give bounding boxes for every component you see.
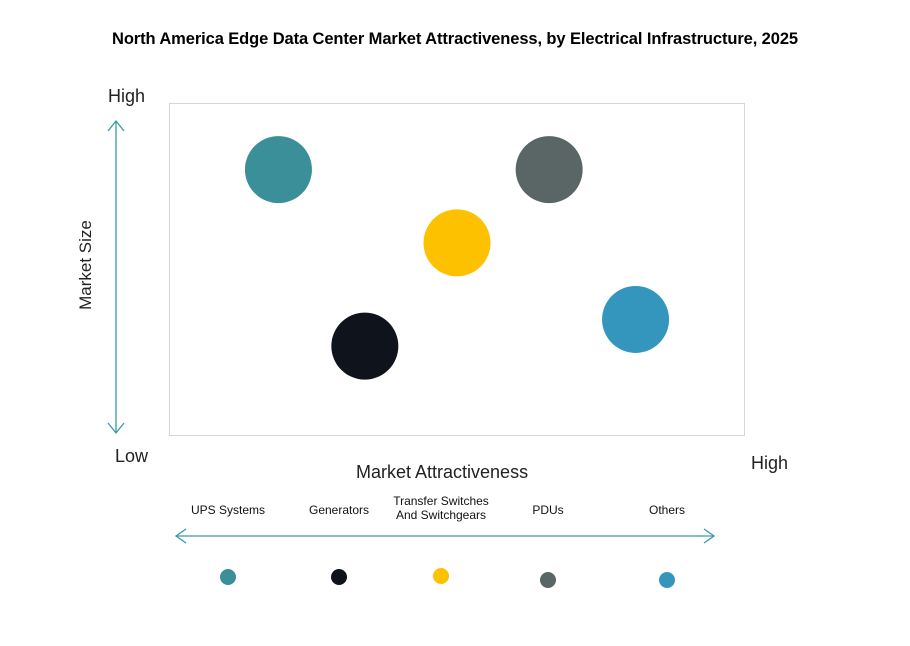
x-axis-label: Market Attractiveness (356, 462, 529, 482)
legend-arrow-left-head (174, 528, 187, 544)
legend-marker-4 (659, 572, 675, 588)
bubble-1 (331, 312, 399, 380)
legend-label-line: And Switchgears (395, 508, 487, 522)
y-axis-arrow-down-head (107, 422, 125, 435)
legend-label-line: Transfer Switches (393, 494, 489, 508)
legend-label-line: PDUs (532, 503, 564, 517)
legend-arrow-right-head (703, 528, 716, 544)
legend-marker-1 (331, 569, 347, 585)
y-axis-arrow-up-head (107, 119, 125, 132)
x-axis-high-label: High (751, 453, 789, 473)
bubble-4 (602, 285, 670, 353)
legend-label-line: UPS Systems (190, 503, 266, 517)
legend-label-0: UPS Systems (191, 503, 265, 517)
y-axis-low-label: Low (115, 446, 149, 466)
bubble-3 (515, 136, 583, 204)
legend-label-4: Others (649, 503, 685, 517)
bubble-2 (423, 209, 491, 277)
legend-marker-3 (540, 572, 556, 588)
legend-label-line: Generators (308, 503, 370, 517)
plot-area (169, 103, 745, 436)
bubble-0 (244, 136, 312, 204)
chart-title: North America Edge Data Center Market At… (112, 30, 798, 48)
legend-label-3: PDUs (532, 503, 563, 517)
legend-marker-0 (220, 569, 236, 585)
legend-label-line: Others (648, 503, 686, 517)
legend-marker-2 (433, 568, 449, 584)
legend-label-2: Transfer Switches And Switchgears (393, 494, 489, 522)
legend-label-1: Generators (309, 503, 369, 517)
y-axis-high-label: High (108, 86, 146, 106)
